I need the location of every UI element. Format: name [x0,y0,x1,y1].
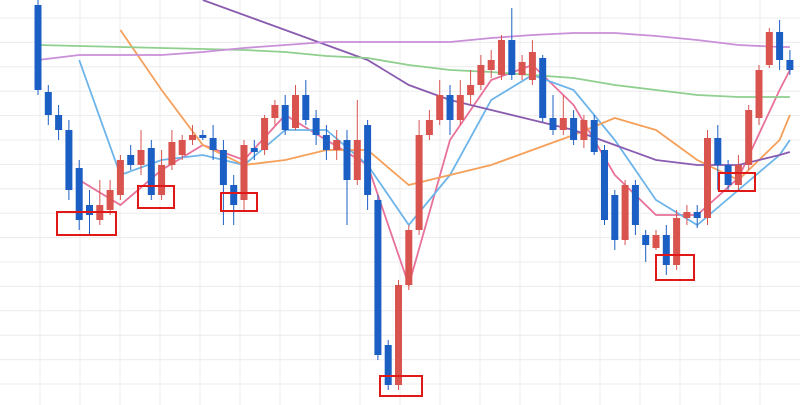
candle-body [44,92,52,115]
highlight-box [379,375,423,397]
candle-body [230,185,238,205]
candle-body [580,120,588,140]
candle-body [642,235,650,245]
candle-body [776,32,784,60]
candle-body [724,165,732,185]
highlights [56,172,756,397]
highlight-box [56,211,117,236]
candle-body [65,130,73,190]
candle-body [549,118,557,130]
candle-body [498,40,505,75]
highlight-box [137,185,175,209]
candle-body [405,230,413,285]
candle-body [312,118,320,135]
candle-body [745,110,753,165]
candle-body [693,212,701,218]
candle-body [209,138,217,150]
candle-body [219,150,227,185]
candle-body [178,140,186,155]
candle-body [755,70,763,118]
candle-body [168,142,176,165]
candle-body [374,200,382,355]
candle-body [765,32,773,65]
candle-body [425,120,433,135]
candle-body [292,95,299,128]
candle-body [477,65,485,85]
candle-body [446,95,454,120]
candle-body [487,60,495,70]
candle-body [271,105,279,118]
candle-body [250,148,258,152]
candle-body [652,235,660,248]
ma-line [78,59,791,227]
highlight-box [655,254,695,281]
highlight-box [718,172,756,192]
candle-body [34,5,42,90]
candle-body [384,345,392,385]
candle-body [683,212,691,218]
candle-body [508,40,516,75]
ma-line [78,63,791,289]
ma-line [37,44,790,98]
candle-body [240,145,248,200]
candle-body [189,135,196,140]
candle-body [518,62,526,75]
candle-body [467,85,475,95]
candle-body [137,150,145,165]
candle-body [86,205,93,215]
candle-body [539,58,547,118]
candle-body [786,60,794,70]
candle-body [621,185,629,240]
candle-body [116,160,124,195]
candle-body [147,148,155,195]
candle-body [601,150,608,220]
candle-body [631,185,639,225]
candle-body [673,218,681,265]
candle-body [302,95,310,120]
candles [34,0,794,390]
candle-body [158,165,166,195]
candle-body [106,190,114,210]
candle-body [570,118,578,140]
candle-body [281,105,289,130]
candle-body [436,95,444,120]
candle-body [322,135,330,150]
candle-body [343,140,351,180]
candle-body [704,138,711,218]
candle-body [559,118,567,130]
candle-body [662,235,670,265]
highlight-box [220,192,258,212]
candle-body [734,165,742,185]
candle-body [528,52,536,80]
candle-body [714,138,722,165]
candle-body [415,135,423,230]
candle-body [364,125,372,195]
candle-body [590,120,598,152]
candle-body [333,140,341,150]
candle-body [456,95,464,120]
candle-body [75,168,83,220]
candle-body [395,285,402,385]
candle-body [611,195,619,240]
candle-body [127,155,135,165]
candle-body [353,140,361,180]
ma-line [37,32,790,61]
candle-body [199,135,207,138]
candle-body [261,118,269,150]
candle-body [55,115,63,130]
